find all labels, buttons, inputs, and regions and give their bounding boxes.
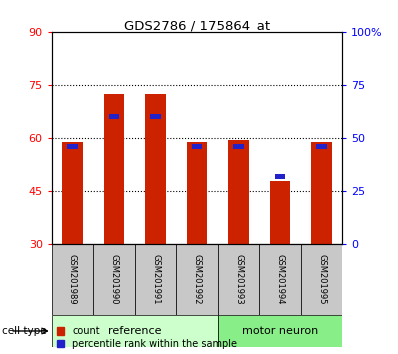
- Title: GDS2786 / 175864_at: GDS2786 / 175864_at: [124, 19, 270, 32]
- Bar: [270, 181, 291, 244]
- Text: GSM201994: GSM201994: [275, 255, 285, 305]
- FancyBboxPatch shape: [52, 315, 218, 347]
- Text: GSM201995: GSM201995: [317, 255, 326, 305]
- Bar: [275, 174, 285, 179]
- Text: GSM201992: GSM201992: [193, 255, 201, 305]
- Bar: [109, 114, 119, 120]
- FancyBboxPatch shape: [135, 244, 176, 315]
- Text: GSM201993: GSM201993: [234, 254, 243, 305]
- Text: GSM201989: GSM201989: [68, 254, 77, 305]
- Bar: [192, 144, 202, 149]
- Text: cell type: cell type: [2, 326, 47, 336]
- Bar: [103, 94, 124, 244]
- FancyBboxPatch shape: [301, 244, 342, 315]
- Bar: [145, 94, 166, 244]
- Bar: [150, 114, 161, 120]
- Text: GSM201991: GSM201991: [151, 255, 160, 305]
- Bar: [311, 142, 332, 244]
- Legend: count, percentile rank within the sample: count, percentile rank within the sample: [57, 326, 237, 349]
- Text: motor neuron: motor neuron: [242, 326, 318, 336]
- FancyBboxPatch shape: [52, 244, 93, 315]
- Bar: [67, 144, 78, 149]
- FancyBboxPatch shape: [218, 315, 342, 347]
- FancyBboxPatch shape: [259, 244, 301, 315]
- Bar: [187, 142, 207, 244]
- Text: GSM201990: GSM201990: [109, 255, 119, 305]
- FancyBboxPatch shape: [176, 244, 218, 315]
- Bar: [228, 140, 249, 244]
- Text: reference: reference: [108, 326, 162, 336]
- Bar: [233, 144, 244, 149]
- FancyBboxPatch shape: [218, 244, 259, 315]
- Bar: [316, 144, 327, 149]
- Bar: [62, 142, 83, 244]
- FancyBboxPatch shape: [93, 244, 135, 315]
